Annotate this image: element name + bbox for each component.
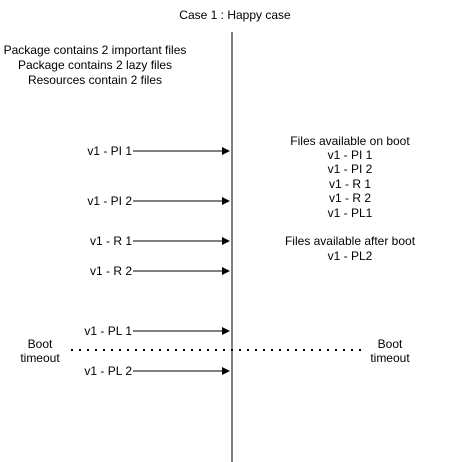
intro-line-1: Package contains 2 important files: [3, 43, 187, 57]
message-label-pi1: v1 - PI 1: [40, 144, 132, 158]
after-boot-heading: Files available after boot: [284, 234, 416, 248]
message-label-pi2: v1 - PI 2: [40, 194, 132, 208]
boot-timeout-right-line1: Boot: [377, 337, 403, 351]
boot-timeout-left-line1: Boot: [27, 337, 53, 351]
diagram-title: Case 1 : Happy case: [179, 8, 291, 22]
after-boot-item: v1 - PL2: [327, 249, 373, 263]
intro-line-3: Resources contain 2 files: [27, 73, 163, 87]
intro-line-2: Package contains 2 lazy files: [17, 58, 173, 72]
on-boot-item: v1 - R 1: [328, 177, 371, 191]
message-label-pl2: v1 - PL 2: [40, 364, 132, 378]
message-label-r2: v1 - R 2: [40, 264, 132, 278]
boot-timeout-right-line2: timeout: [370, 351, 410, 365]
on-boot-item: v1 - PL1: [327, 206, 373, 220]
boot-timeout-left-line2: timeout: [20, 351, 60, 365]
on-boot-item: v1 - PI 2: [327, 162, 373, 176]
on-boot-heading: Files available on boot: [290, 134, 410, 148]
on-boot-item: v1 - R 2: [328, 191, 371, 205]
message-label-pl1: v1 - PL 1: [40, 324, 132, 338]
on-boot-item: v1 - PI 1: [327, 148, 373, 162]
message-label-r1: v1 - R 1: [40, 234, 132, 248]
